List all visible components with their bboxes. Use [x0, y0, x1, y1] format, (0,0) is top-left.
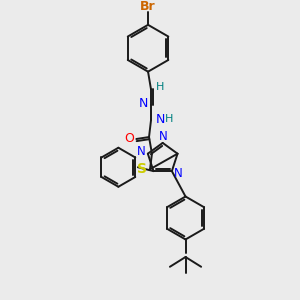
Text: N: N [136, 145, 146, 158]
Text: H: H [165, 115, 174, 124]
Text: O: O [124, 133, 134, 146]
Text: Br: Br [140, 0, 156, 13]
Text: N: N [156, 113, 165, 126]
Text: N: N [159, 130, 168, 142]
Text: N: N [139, 98, 148, 110]
Text: S: S [137, 162, 147, 176]
Text: H: H [156, 82, 164, 92]
Text: N: N [174, 167, 183, 180]
